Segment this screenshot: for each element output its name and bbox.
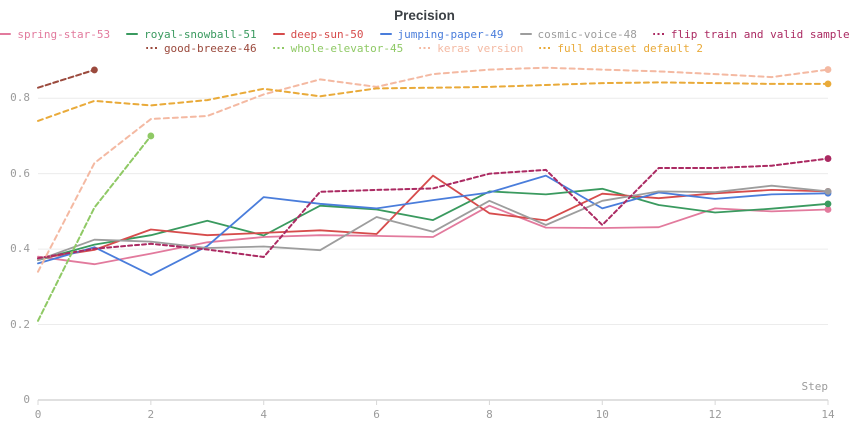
legend-item-royal-snowball-51[interactable]: royal-snowball-51	[126, 28, 257, 41]
legend-item-whole-elevator-45[interactable]: whole-elevator-45	[272, 41, 404, 55]
series-line-flip-train-and-valid-sample	[37, 157, 829, 260]
legend-label: cosmic-voice-48	[537, 27, 637, 41]
series-line-royal-snowball-51	[37, 187, 829, 262]
dashed-line-swatch-icon	[652, 33, 665, 35]
series-end-dot-flip-train-and-valid-sample	[824, 155, 832, 162]
legend-row-2: good-breeze-46 whole-elevator-45 keras ver…	[0, 41, 849, 55]
dashed-line-swatch-icon	[272, 47, 285, 49]
dashed-line-swatch-icon	[539, 47, 552, 49]
y-tick-label: 0.8	[10, 91, 30, 105]
legend-label: spring-star-53	[17, 27, 111, 41]
series-end-dot-full-dataset-default-2	[824, 80, 832, 88]
chart-legend: spring-star-53 royal-snowball-51 deep-sun-…	[0, 27, 849, 55]
dashed-line-swatch-icon	[419, 47, 432, 49]
x-tick-label: 14	[821, 408, 835, 421]
solid-line-swatch-icon	[272, 33, 285, 35]
legend-label: full dataset default 2	[557, 41, 704, 55]
legend-item-keras-version[interactable]: keras version	[419, 42, 523, 55]
x-tick-label: 6	[373, 408, 380, 421]
y-tick-label: 0.4	[10, 242, 30, 256]
series-end-dot-spring-star-53	[824, 206, 832, 213]
series-line-jumping-paper-49	[37, 174, 829, 277]
legend-item-deep-sun-50[interactable]: deep-sun-50	[272, 27, 364, 41]
legend-label: jumping-paper-49	[397, 27, 504, 41]
solid-line-swatch-icon	[0, 33, 12, 35]
series-end-dot-good-breeze-46	[91, 66, 98, 74]
series-line-spring-star-53	[37, 204, 829, 266]
series-line-full-dataset-default-2	[37, 81, 829, 122]
legend-item-good-breeze-46[interactable]: good-breeze-46	[145, 41, 257, 55]
legend-label: whole-elevator-45	[290, 41, 404, 55]
legend-label: good-breeze-46	[163, 41, 257, 55]
series-line-deep-sun-50	[37, 174, 829, 260]
series-line-good-breeze-46	[37, 68, 96, 89]
x-axis-title: Step	[801, 380, 829, 393]
x-tick-label: 4	[260, 408, 268, 421]
chart-title: Precision	[394, 8, 455, 23]
y-tick-label: 0.6	[10, 166, 30, 180]
series-end-dot-royal-snowball-51	[824, 200, 832, 208]
legend-row-1: spring-star-53 royal-snowball-51 deep-sun-…	[0, 27, 849, 41]
series-line-keras-version	[37, 66, 829, 273]
series-end-dot-whole-elevator-45	[147, 132, 155, 140]
series-end-dot-cosmic-voice-48	[824, 187, 832, 195]
y-tick-label: 0	[23, 393, 30, 406]
legend-item-spring-star-53[interactable]: spring-star-53	[0, 28, 110, 41]
x-tick-label: 2	[147, 408, 155, 421]
y-tick-label: 0.2	[10, 317, 30, 331]
legend-label: deep-sun-50	[290, 27, 364, 41]
solid-line-swatch-icon	[379, 33, 392, 35]
x-tick-label: 10	[595, 408, 609, 421]
solid-line-swatch-icon	[519, 33, 532, 35]
legend-item-full-dataset-default-2[interactable]: full dataset default 2	[539, 42, 703, 55]
solid-line-swatch-icon	[126, 33, 139, 35]
legend-item-flip-train-and-valid-sample[interactable]: flip train and valid sample	[652, 27, 849, 41]
series-line-cosmic-voice-48	[37, 184, 829, 262]
x-tick-label: 0	[34, 408, 42, 421]
dashed-line-swatch-icon	[145, 47, 158, 49]
legend-item-cosmic-voice-48[interactable]: cosmic-voice-48	[519, 27, 637, 41]
series-line-whole-elevator-45	[37, 134, 152, 322]
legend-item-jumping-paper-49[interactable]: jumping-paper-49	[379, 27, 504, 41]
legend-label: flip train and valid sample	[670, 27, 849, 41]
x-tick-label: 8	[486, 408, 493, 421]
legend-label: keras version	[437, 41, 524, 55]
series-end-dot-keras-version	[824, 66, 832, 73]
legend-label: royal-snowball-51	[144, 27, 257, 41]
x-tick-label: 12	[708, 408, 722, 421]
